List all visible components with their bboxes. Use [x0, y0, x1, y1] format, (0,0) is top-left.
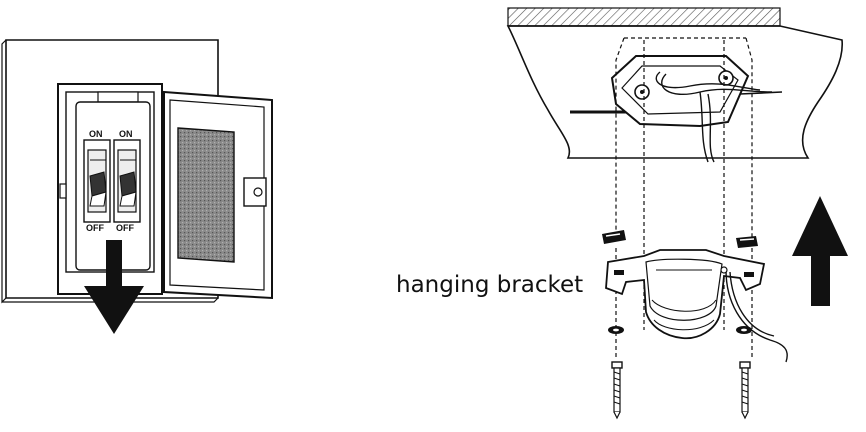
junction-box: [610, 55, 773, 163]
washer-icon-right: [736, 326, 752, 334]
switch-2-off-label: OFF: [116, 223, 134, 233]
ceiling-hatch: [507, 7, 781, 27]
switch-2-on-label: ON: [119, 129, 133, 139]
panel-door: [161, 90, 273, 300]
breaker-switch-1: [83, 139, 111, 223]
washer-icon: [608, 326, 624, 334]
down-arrow-icon: [84, 240, 144, 334]
hanging-bracket: [605, 249, 788, 363]
nut-right: [736, 236, 758, 248]
switch-1-off-label: OFF: [86, 223, 104, 233]
ceiling-bracket-illustration: hanging bracket: [396, 7, 848, 420]
screw-icon-right: [739, 361, 751, 420]
breaker-panel-illustration: ON ON OFF OFF: [1, 39, 273, 334]
hanging-bracket-label: hanging bracket: [396, 272, 583, 298]
door-window: [177, 127, 235, 263]
nut-left: [602, 230, 626, 244]
screw-icon: [611, 361, 623, 420]
up-arrow-icon: [792, 196, 848, 306]
switch-1-on-label: ON: [89, 129, 103, 139]
breaker-switch-2: [113, 139, 141, 223]
